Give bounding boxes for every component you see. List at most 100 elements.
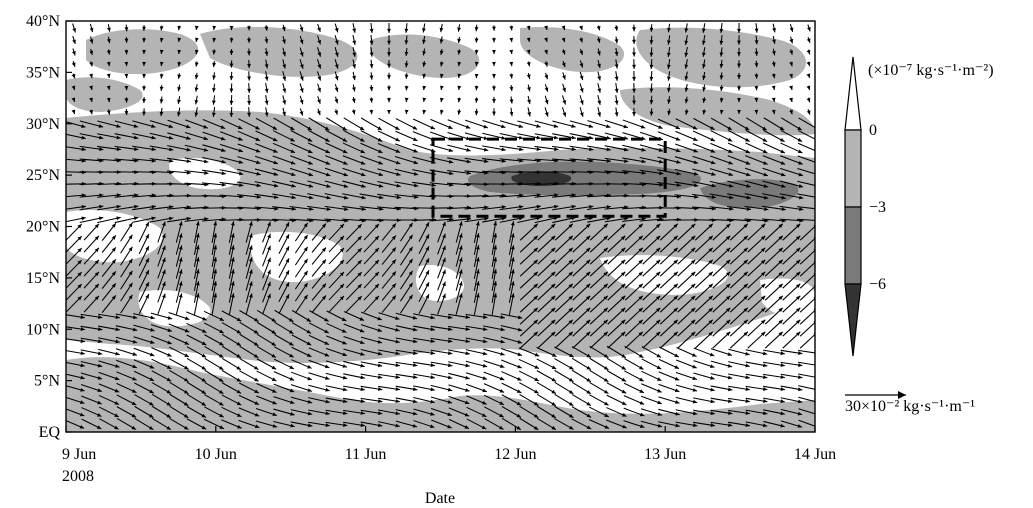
wind-vector-head	[378, 195, 384, 200]
wind-vector-head	[186, 136, 191, 140]
wind-vector-head	[255, 137, 261, 141]
wind-vector-head	[308, 195, 314, 200]
wind-vector-head	[359, 126, 365, 131]
wind-vector-head	[369, 63, 374, 69]
wind-vector-head	[806, 85, 811, 90]
colorbar-above-0	[844, 56, 862, 131]
wind-vector-head	[374, 271, 379, 277]
wind-vector-head	[203, 136, 208, 141]
wind-vector-head	[285, 222, 290, 227]
wind-vector-head	[378, 399, 383, 403]
wind-vector-head	[649, 52, 654, 57]
wind-vector-head	[220, 136, 226, 141]
wind-vector-head	[708, 223, 713, 229]
wind-vector-head	[448, 148, 454, 153]
wind-vector-head	[325, 411, 330, 416]
wind-vector-head	[763, 411, 768, 416]
wind-vector-head	[128, 258, 133, 264]
wind-vector-head	[325, 376, 330, 380]
wind-vector-head	[702, 64, 706, 69]
wind-vector-head	[656, 353, 662, 358]
wind-vector-head	[351, 98, 356, 103]
wind-vector-head	[124, 73, 129, 79]
wind-vector-head	[326, 195, 331, 200]
wind-vector-head	[674, 365, 679, 369]
wind-vector-head	[377, 126, 382, 130]
wind-vector-head	[493, 233, 498, 238]
wind-vector-head	[692, 423, 698, 428]
wind-vector-head	[308, 172, 313, 177]
wind-vector-head	[501, 124, 506, 129]
wind-vector-head	[795, 295, 801, 301]
wind-vector-head	[195, 281, 200, 286]
wind-vector-head	[236, 401, 242, 406]
wind-vector-head	[483, 124, 488, 129]
wind-vector-head	[482, 400, 487, 405]
wind-vector-head	[169, 205, 174, 209]
wind-vector-head	[317, 99, 321, 104]
wind-vector-head	[482, 363, 488, 368]
wind-vector-head	[264, 88, 269, 93]
wind-vector-head	[516, 413, 522, 418]
wind-vector-head	[439, 27, 444, 33]
wind-vector-head	[655, 331, 661, 337]
wind-vector-head	[632, 64, 636, 69]
wind-vector-head	[133, 135, 139, 140]
wind-vector-head	[229, 112, 234, 117]
wind-vector-head	[177, 99, 181, 104]
wind-vector-head	[352, 40, 357, 45]
wind-vector-head	[492, 49, 496, 55]
wind-vector-head	[239, 183, 244, 187]
wind-vector-head	[134, 193, 139, 198]
wind-vector-head	[763, 399, 768, 403]
wind-vector-head	[728, 172, 734, 177]
wind-vector-head	[638, 319, 643, 325]
wind-vector-head	[517, 377, 522, 381]
wind-vector-head	[408, 294, 413, 300]
wind-vector-head	[218, 389, 224, 394]
wind-vector-head	[596, 26, 601, 31]
wind-vector-head	[725, 271, 731, 277]
wind-vector-head	[247, 88, 251, 93]
wind-vector-head	[162, 233, 166, 239]
vector-field	[66, 22, 815, 431]
wind-vector-head	[289, 388, 295, 393]
wind-vector-head	[142, 38, 146, 43]
wind-vector-head	[404, 40, 409, 45]
wind-vector-head	[763, 387, 768, 391]
wind-vector-head	[795, 283, 801, 289]
wind-vector-head	[168, 124, 174, 129]
wind-vector-head	[439, 50, 444, 55]
wind-vector-head	[725, 247, 731, 253]
wind-vector-head	[673, 307, 678, 313]
wind-vector-head	[533, 425, 539, 430]
wind-vector-head	[289, 365, 294, 369]
wind-vector-head	[239, 194, 244, 199]
wind-vector-head	[550, 223, 556, 229]
wind-vector-head	[413, 137, 418, 141]
wind-vector-head	[638, 247, 643, 253]
wind-vector-head	[667, 88, 671, 93]
wind-vector-head	[150, 340, 155, 344]
wind-vector-head	[442, 269, 446, 275]
wind-vector-head	[780, 363, 785, 367]
wind-vector-head	[641, 147, 646, 152]
wind-vector-head	[342, 375, 348, 380]
wind-vector-head	[334, 110, 339, 115]
wind-vector-head	[236, 365, 241, 370]
wind-vector-head	[632, 100, 636, 105]
wind-vector-head	[475, 293, 480, 298]
wind-vector-head	[247, 51, 251, 56]
wind-vector-head	[124, 110, 129, 116]
wind-vector-head	[684, 76, 689, 81]
wind-vector-head	[194, 25, 199, 31]
wind-vector-head	[639, 412, 645, 417]
wind-vector-head	[219, 413, 224, 418]
wind-vector-head	[387, 109, 391, 115]
wind-vector-head	[745, 149, 750, 153]
wind-vector-head	[321, 271, 326, 276]
wind-vector-head	[357, 236, 362, 241]
wind-vector-head	[413, 183, 419, 188]
wind-vector-head	[465, 315, 470, 319]
wind-vector-head	[499, 425, 504, 430]
